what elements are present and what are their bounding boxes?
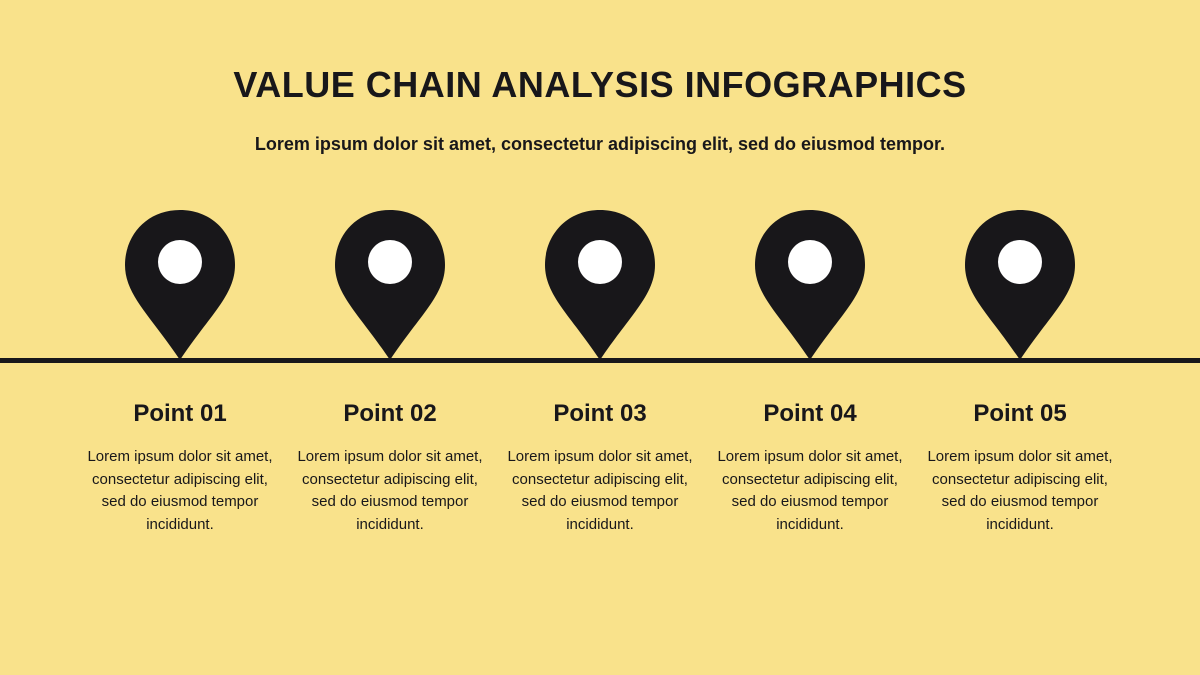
point-body: Lorem ipsum dolor sit amet, consectetur … (920, 446, 1120, 536)
point-column: Point 05 Lorem ipsum dolor sit amet, cons… (920, 400, 1120, 536)
point-body: Lorem ipsum dolor sit amet, consectetur … (710, 446, 910, 536)
pins-row (0, 210, 1200, 360)
infographic-canvas: VALUE CHAIN ANALYSIS INFOGRAPHICS Lorem … (0, 0, 1200, 675)
point-title: Point 05 (920, 400, 1120, 428)
point-column: Point 01 Lorem ipsum dolor sit amet, cons… (80, 400, 280, 536)
map-pin-icon (710, 210, 910, 360)
map-pin-icon (290, 210, 490, 360)
map-pin-icon (920, 210, 1120, 360)
point-title: Point 03 (500, 400, 700, 428)
point-column: Point 04 Lorem ipsum dolor sit amet, cons… (710, 400, 910, 536)
map-pin-icon (80, 210, 280, 360)
page-subtitle: Lorem ipsum dolor sit amet, consectetur … (0, 134, 1200, 155)
points-row: Point 01 Lorem ipsum dolor sit amet, cons… (0, 400, 1200, 536)
point-body: Lorem ipsum dolor sit amet, consectetur … (290, 446, 490, 536)
point-title: Point 02 (290, 400, 490, 428)
point-title: Point 04 (710, 400, 910, 428)
point-title: Point 01 (80, 400, 280, 428)
page-title: VALUE CHAIN ANALYSIS INFOGRAPHICS (0, 64, 1200, 106)
map-pin-icon (500, 210, 700, 360)
point-body: Lorem ipsum dolor sit amet, consectetur … (500, 446, 700, 536)
point-body: Lorem ipsum dolor sit amet, consectetur … (80, 446, 280, 536)
point-column: Point 03 Lorem ipsum dolor sit amet, cons… (500, 400, 700, 536)
point-column: Point 02 Lorem ipsum dolor sit amet, cons… (290, 400, 490, 536)
